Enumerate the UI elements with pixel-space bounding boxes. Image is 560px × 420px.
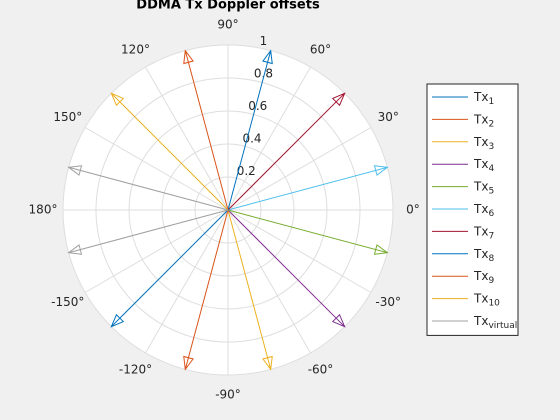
- arrow: [227, 209, 389, 255]
- r-tick-label: 0.8: [254, 67, 273, 81]
- legend-name: Tx: [473, 291, 488, 305]
- theta-tick-label: -120°: [119, 363, 152, 377]
- theta-tick-label: 90°: [217, 18, 238, 32]
- legend-subscript: 3: [488, 141, 494, 151]
- arrow: [227, 92, 346, 211]
- legend-subscript: 8: [488, 253, 494, 263]
- arrow: [67, 209, 229, 255]
- theta-tick-label: 150°: [53, 110, 82, 124]
- r-tick-label: 1: [260, 34, 268, 48]
- legend-label: Tx5: [473, 179, 494, 196]
- legend-name: Tx: [473, 202, 488, 216]
- arrow: [67, 165, 229, 211]
- grid-spoke: [145, 209, 229, 354]
- arrow: [227, 209, 273, 371]
- arrow: [227, 165, 389, 211]
- legend-subscript: 5: [488, 186, 494, 196]
- theta-tick-label: 30°: [378, 110, 399, 124]
- legend-subscript: virtual: [488, 321, 517, 331]
- legend-label: Tx10: [473, 291, 500, 308]
- grid-spoke: [84, 127, 229, 211]
- chart-title: DDMA Tx Doppler offsets: [136, 0, 320, 13]
- arrow: [227, 49, 273, 211]
- legend-label: Tx1: [473, 90, 494, 107]
- grid-spoke: [84, 209, 229, 293]
- arrow: [110, 209, 229, 328]
- grid-spoke: [227, 209, 311, 354]
- r-tick-label: 0.4: [242, 132, 261, 146]
- legend-subscript: 4: [488, 164, 494, 174]
- legend-label: Tx9: [473, 269, 494, 286]
- r-tick-label: 0.6: [248, 99, 267, 113]
- legend-label: Tx7: [473, 224, 494, 241]
- legend-label: Tx3: [473, 134, 494, 151]
- arrow: [110, 92, 229, 211]
- theta-tick-label: 60°: [310, 42, 331, 56]
- legend-subscript: 6: [488, 209, 494, 219]
- legend-name: Tx: [473, 157, 488, 171]
- legend-label: Tx8: [473, 246, 494, 263]
- legend-subscript: 1: [488, 97, 494, 107]
- legend-name: Tx: [473, 134, 488, 148]
- grid-spoke: [227, 209, 372, 293]
- legend-label: Tx2: [473, 112, 494, 129]
- legend-name: Tx: [473, 224, 488, 238]
- legend-subscript: 9: [488, 276, 494, 286]
- legend-subscript: 7: [488, 231, 494, 241]
- legend-name: Tx: [473, 314, 488, 328]
- grid-spoke: [145, 66, 229, 211]
- grid-spoke: [227, 127, 372, 211]
- theta-tick-label: -60°: [308, 363, 334, 377]
- theta-tick-label: 120°: [121, 42, 150, 56]
- arrow: [227, 209, 346, 328]
- legend-name: Tx: [473, 246, 488, 260]
- theta-tick-label: 0°: [406, 203, 420, 217]
- theta-tick-label: -150°: [51, 295, 84, 309]
- theta-tick-label: -90°: [215, 388, 241, 402]
- legend-subscript: 2: [488, 119, 494, 129]
- legend-name: Tx: [473, 269, 488, 283]
- legend-name: Tx: [473, 179, 488, 193]
- grid-spoke: [227, 66, 311, 211]
- arrow: [183, 209, 229, 371]
- legend-subscript: 10: [488, 298, 500, 308]
- legend-label: Tx4: [473, 157, 494, 174]
- legend-label: Txvirtual: [473, 314, 517, 331]
- legend-name: Tx: [473, 112, 488, 126]
- legend-label: Tx6: [473, 202, 494, 219]
- r-tick-label: 0.2: [237, 164, 256, 178]
- theta-tick-label: 180°: [29, 203, 58, 217]
- legend-box: [426, 83, 519, 336]
- legend-name: Tx: [473, 90, 488, 104]
- theta-tick-label: -30°: [375, 295, 401, 309]
- arrow: [183, 49, 229, 211]
